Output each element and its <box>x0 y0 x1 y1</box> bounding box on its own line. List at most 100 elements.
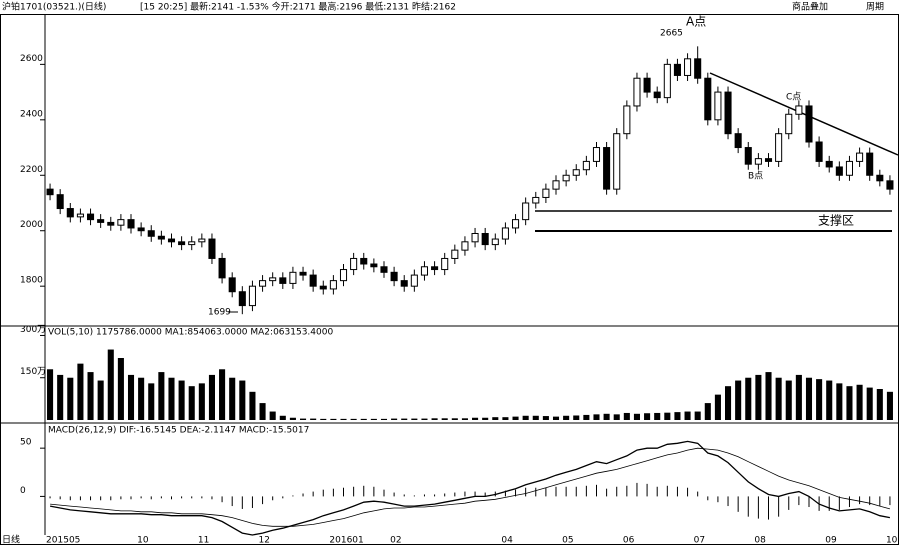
volume-bar <box>714 394 721 420</box>
candle-body <box>218 257 226 279</box>
volume-bar <box>168 377 175 420</box>
volume-bar <box>603 413 610 420</box>
volume-bar <box>613 414 620 420</box>
candle-body <box>451 249 459 259</box>
candle-body <box>501 227 509 240</box>
volume-bar <box>755 374 762 420</box>
candle-body <box>127 219 135 229</box>
volume-bar <box>289 417 296 420</box>
volume-bar <box>57 374 64 420</box>
y-tick-label: 1800 <box>20 276 43 286</box>
candle-body <box>329 280 337 290</box>
volume-bar <box>704 403 711 420</box>
volume-bar <box>694 411 701 420</box>
x-tick-label: 07 <box>694 536 705 545</box>
candle-body <box>178 241 186 246</box>
candle-body <box>572 169 580 176</box>
candle-body <box>46 188 54 196</box>
macd-dea-line <box>50 447 891 527</box>
candle-body <box>886 180 894 190</box>
volume-bar <box>87 372 94 420</box>
x-tick-label: 02 <box>390 536 401 545</box>
candle-body <box>684 58 692 76</box>
volume-bar <box>866 387 873 420</box>
volume-bar <box>401 418 408 420</box>
volume-bar <box>259 403 266 420</box>
frame <box>0 14 899 545</box>
candle-body <box>350 257 358 271</box>
macd-dif-line <box>49 440 891 536</box>
volume-bar <box>573 415 580 420</box>
macd-title: MACD(26,12,9) DIF:-16.5145 DEA:-2.1147 M… <box>48 426 309 436</box>
volume-bar <box>836 383 843 420</box>
menu-item[interactable]: 周期 <box>866 2 884 13</box>
candle-body <box>410 274 418 287</box>
candle-body <box>238 291 246 307</box>
candle-body <box>643 77 651 93</box>
candle-body <box>552 180 560 190</box>
candle-body <box>117 219 125 226</box>
candle-body <box>147 230 155 237</box>
volume-bar <box>846 386 853 420</box>
x-tick-label: 201601 <box>329 536 363 545</box>
candle-body <box>876 174 884 182</box>
volume-bar <box>127 374 135 420</box>
candle-body <box>582 160 590 171</box>
volume-bar <box>320 418 327 420</box>
volume-bar <box>77 363 84 420</box>
candle-body <box>107 221 115 226</box>
candle-body <box>613 133 621 190</box>
annotation: C点 <box>786 92 801 103</box>
candle-body <box>754 158 762 165</box>
candle-body <box>603 147 611 190</box>
candle-body <box>775 133 783 162</box>
volume-bar <box>219 369 226 420</box>
candle-body <box>592 147 601 162</box>
volume-bar <box>542 416 549 420</box>
volume-bar <box>107 349 114 420</box>
candle-body <box>491 238 499 246</box>
candle-body <box>512 219 520 229</box>
volume-bar <box>876 389 883 420</box>
header: 沪铂1701(03521.)(日线) <box>2 1 106 13</box>
volume-bar <box>370 418 377 420</box>
volume-bar <box>583 414 590 420</box>
volume-bar <box>431 418 438 420</box>
volume-bar <box>816 379 823 420</box>
candle-body <box>259 280 267 287</box>
volume-bar <box>563 415 570 420</box>
volume-bar <box>441 418 448 420</box>
volume-bar <box>674 412 681 420</box>
candle-body <box>653 91 661 99</box>
volume-title: VOL(5,10) 1175786.0000 MA1:854063.0000 M… <box>48 328 333 338</box>
volume-bar <box>633 413 640 420</box>
candle-body <box>370 263 378 268</box>
volume-bar <box>158 372 165 420</box>
candle-body <box>633 77 641 107</box>
volume-bar <box>421 418 428 420</box>
candle-body <box>866 152 874 176</box>
candle-body <box>825 160 833 168</box>
candle-body <box>228 277 236 293</box>
candle-body <box>835 166 843 176</box>
candle-body <box>542 188 550 198</box>
volume-bar <box>472 417 479 420</box>
x-tick-label: 06 <box>623 536 635 545</box>
volume-bar <box>340 418 347 420</box>
candle-body <box>248 285 256 307</box>
volume-bar <box>208 374 215 420</box>
x-tick-label: 04 <box>501 536 513 545</box>
volume-bar <box>67 377 74 420</box>
volume-bar <box>249 391 256 420</box>
volume-bar <box>502 417 509 420</box>
volume-bar <box>482 417 489 420</box>
volume-bar <box>795 374 802 420</box>
candle-body <box>441 257 449 271</box>
annotation: B点 <box>748 171 763 182</box>
candle-body <box>157 235 165 240</box>
menu-item[interactable]: 商品叠加 <box>792 1 828 13</box>
volume-bar <box>391 418 398 420</box>
x-tick-label: 201505 <box>46 536 80 545</box>
volume-bar <box>310 418 317 420</box>
volume-bar <box>805 377 813 420</box>
